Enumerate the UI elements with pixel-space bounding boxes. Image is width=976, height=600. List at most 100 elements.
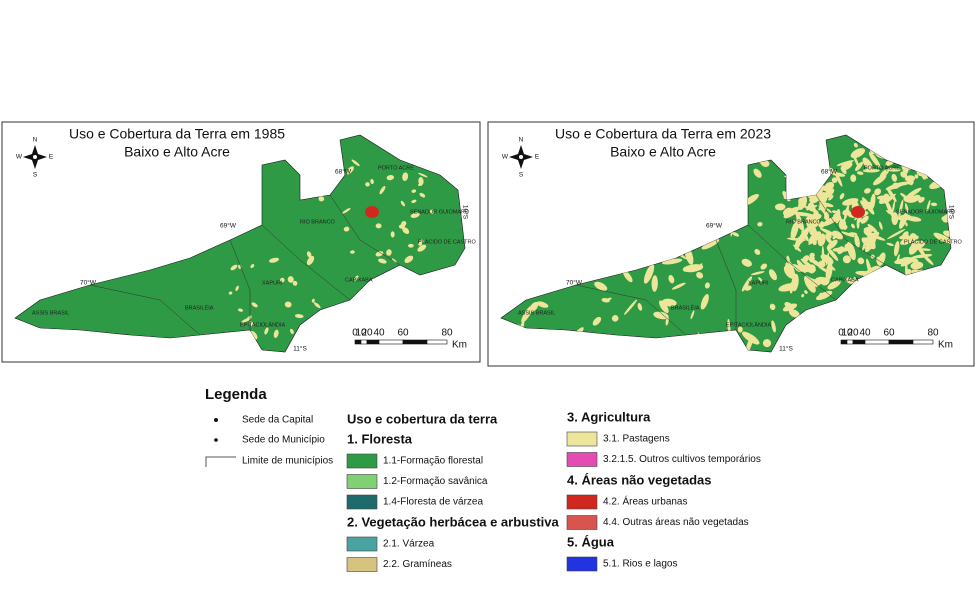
scale-unit: Km xyxy=(452,340,467,351)
pasture-patch xyxy=(679,178,687,186)
pasture-patch xyxy=(793,163,804,172)
map-panel: Uso e Cobertura da Terra em 2023 Baixo e … xyxy=(500,126,962,353)
pasture-patch xyxy=(402,172,409,181)
pasture-patch xyxy=(811,324,819,332)
pasture-patch xyxy=(853,142,858,148)
pasture-patch xyxy=(810,221,818,237)
pasture-patch xyxy=(872,241,876,248)
pasture-patch xyxy=(504,336,518,345)
pasture-patch xyxy=(874,188,882,196)
pasture-patch xyxy=(411,199,417,204)
pasture-patch xyxy=(593,149,604,154)
pasture-patch xyxy=(727,218,737,227)
legend-swatch xyxy=(566,515,598,530)
map-title: Uso e Cobertura da Terra em 1985 xyxy=(69,126,285,142)
municipal-boundary xyxy=(815,194,887,266)
pasture-patch xyxy=(732,232,740,237)
legend-swatch xyxy=(566,431,598,447)
pasture-patch xyxy=(527,287,532,292)
scale-tick-label: 60 xyxy=(883,328,895,339)
urban-area xyxy=(365,206,379,218)
pasture-patch xyxy=(391,258,397,263)
pasture-patch xyxy=(892,200,896,214)
pasture-patch xyxy=(919,248,931,251)
legend-reference: Sede do Município xyxy=(242,435,325,446)
pasture-patch xyxy=(817,265,832,274)
pasture-patch xyxy=(818,205,830,219)
pasture-patch xyxy=(539,228,545,235)
pasture-patch xyxy=(346,166,354,175)
pasture-patch xyxy=(942,283,951,299)
municipality-symbol xyxy=(214,438,218,442)
scale-bar-segment xyxy=(360,339,368,345)
pasture-patch xyxy=(875,147,883,151)
pasture-patch xyxy=(913,194,921,201)
pasture-patch xyxy=(941,216,946,221)
pasture-patch xyxy=(840,166,847,175)
pasture-patch xyxy=(241,318,250,323)
pasture-patch xyxy=(264,327,269,335)
pasture-patch xyxy=(784,194,800,198)
pasture-patch xyxy=(893,240,900,257)
pasture-patch xyxy=(820,191,828,203)
pasture-patch xyxy=(833,213,840,220)
pasture-patch xyxy=(827,280,841,290)
pasture-patch xyxy=(251,302,258,308)
scale-tick-label: 40 xyxy=(373,328,385,339)
pasture-patch xyxy=(926,199,931,212)
pasture-patch xyxy=(354,275,359,281)
pasture-patch xyxy=(886,187,897,202)
pasture-patch xyxy=(842,255,851,264)
pasture-patch xyxy=(604,242,617,246)
scale-bar-segment xyxy=(888,339,914,345)
pasture-patch xyxy=(675,241,683,249)
scale-bar-segment xyxy=(426,339,448,345)
pasture-patch xyxy=(529,301,539,313)
pasture-patch xyxy=(825,235,833,245)
pasture-patch xyxy=(411,189,417,193)
pasture-patch xyxy=(732,344,741,352)
pasture-patch xyxy=(824,181,835,191)
pasture-patch xyxy=(400,200,406,207)
map-frame xyxy=(487,121,975,367)
pasture-patch xyxy=(870,193,876,210)
pasture-patch xyxy=(771,320,776,333)
pasture-patch xyxy=(753,168,762,178)
pasture-patch xyxy=(914,174,919,179)
place-label: EPITACIOLÂNDIA xyxy=(240,321,285,328)
pasture-patch xyxy=(854,234,860,248)
pasture-patch xyxy=(378,258,387,264)
pasture-patch xyxy=(885,285,891,292)
pasture-patch xyxy=(512,331,520,338)
pasture-patch xyxy=(532,177,548,191)
pasture-patch xyxy=(414,285,422,292)
pasture-patch xyxy=(862,235,869,251)
pasture-patch xyxy=(790,220,799,240)
pasture-patch xyxy=(228,291,233,295)
pasture-patch xyxy=(806,188,814,194)
compass-label: N xyxy=(519,137,524,144)
pasture-patch xyxy=(365,182,370,187)
pasture-patch xyxy=(905,268,912,276)
pasture-patch xyxy=(682,264,704,273)
municipal-boundary xyxy=(329,194,401,266)
legend-heading: Uso e cobertura da terra xyxy=(347,411,498,426)
pasture-patch xyxy=(778,283,797,292)
pasture-patch xyxy=(290,328,294,335)
pasture-patch xyxy=(614,180,622,188)
pasture-patch xyxy=(862,168,880,173)
pasture-patch xyxy=(430,160,439,166)
pasture-patch xyxy=(555,226,574,233)
legend-item: 4.2. Áreas urbanas xyxy=(603,495,688,508)
pasture-patch xyxy=(877,252,886,266)
pasture-patch xyxy=(390,231,395,238)
pasture-patch xyxy=(798,316,806,326)
pasture-patch xyxy=(842,198,859,206)
pasture-patch xyxy=(892,181,912,187)
place-label: PLÁCIDO DE CASTRO xyxy=(418,238,476,245)
pasture-patch xyxy=(370,178,374,185)
pasture-patch xyxy=(543,138,550,150)
pasture-patch xyxy=(505,248,510,261)
pasture-patch xyxy=(651,275,658,292)
pasture-patch xyxy=(626,168,634,184)
